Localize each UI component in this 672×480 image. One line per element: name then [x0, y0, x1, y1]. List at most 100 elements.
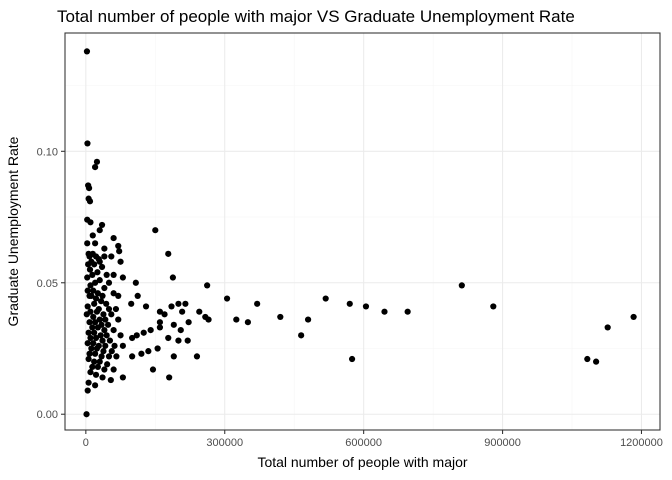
data-point — [170, 321, 177, 328]
data-point — [91, 300, 98, 307]
data-point — [115, 292, 122, 300]
data-point — [96, 258, 103, 265]
data-point — [96, 316, 103, 323]
data-point — [111, 342, 118, 349]
data-point — [128, 300, 135, 307]
data-point — [277, 313, 284, 321]
data-point — [84, 340, 91, 347]
data-point — [175, 300, 182, 307]
data-point — [110, 290, 117, 297]
data-point — [99, 337, 106, 344]
data-point — [182, 300, 189, 307]
data-point — [99, 292, 106, 300]
data-point — [83, 411, 90, 418]
x-axis-ticks: 0 300000 600000 900000 1200000 — [83, 430, 663, 449]
data-point — [87, 282, 94, 289]
data-point — [89, 271, 96, 278]
data-point — [107, 376, 114, 384]
x-tick-label: 600000 — [345, 437, 382, 449]
data-point — [117, 258, 124, 265]
data-point — [152, 227, 159, 234]
data-point — [145, 348, 152, 355]
data-point — [103, 300, 110, 307]
data-point — [147, 326, 154, 334]
data-point — [168, 303, 175, 310]
data-point — [179, 308, 186, 315]
data-point — [92, 334, 100, 342]
data-point — [604, 324, 611, 331]
data-point — [89, 324, 96, 331]
data-point — [101, 245, 108, 252]
data-point — [584, 355, 591, 363]
data-point — [91, 329, 98, 336]
data-point — [233, 316, 240, 323]
grid-lines — [65, 33, 660, 430]
chart-title: Total number of people with major VS Gra… — [57, 7, 575, 26]
data-point — [110, 366, 117, 373]
data-point — [93, 158, 101, 165]
data-point — [84, 140, 91, 147]
data-point — [117, 332, 124, 339]
data-point — [458, 282, 465, 289]
data-point — [165, 334, 172, 342]
data-point — [86, 198, 94, 205]
data-point — [102, 316, 109, 323]
data-point — [104, 361, 111, 368]
data-point — [90, 313, 97, 321]
data-point — [87, 334, 94, 342]
data-point — [92, 319, 99, 326]
data-point — [204, 282, 211, 289]
data-point — [98, 353, 105, 360]
data-point — [92, 240, 99, 247]
data-point — [166, 374, 173, 381]
data-point — [86, 350, 93, 357]
data-point — [86, 319, 93, 326]
data-point — [132, 279, 139, 286]
data-point — [101, 326, 108, 334]
data-point — [86, 253, 93, 260]
data-point — [129, 353, 136, 360]
data-point — [105, 279, 113, 286]
data-point — [140, 329, 147, 336]
y-tick-label: 0.05 — [37, 278, 58, 290]
data-point — [185, 319, 192, 326]
data-point — [103, 271, 110, 278]
data-point — [142, 303, 150, 310]
x-tick-label: 900000 — [484, 437, 521, 449]
data-point — [119, 374, 126, 381]
data-point — [170, 353, 177, 360]
data-point — [84, 287, 91, 294]
data-point — [177, 326, 184, 334]
y-axis-ticks: 0.00 0.05 0.10 — [37, 146, 65, 421]
data-point — [108, 311, 115, 318]
data-point — [108, 253, 115, 260]
data-point — [101, 284, 108, 292]
data-point — [593, 358, 600, 365]
data-point — [84, 274, 91, 281]
data-point — [101, 253, 108, 260]
data-point — [88, 292, 95, 300]
data-point — [254, 300, 261, 307]
data-point — [113, 353, 120, 360]
data-point — [84, 387, 91, 394]
data-point — [104, 321, 112, 328]
data-point — [175, 337, 182, 344]
data-point — [92, 382, 99, 389]
data-point — [96, 227, 103, 234]
data-point — [91, 358, 98, 365]
data-point — [89, 363, 96, 370]
data-point — [97, 332, 104, 339]
data-point — [115, 316, 122, 323]
data-point — [101, 366, 108, 373]
x-tick-label: 300000 — [206, 437, 243, 449]
data-point — [85, 379, 92, 386]
data-point — [154, 345, 161, 352]
y-tick-label: 0.00 — [37, 409, 58, 421]
data-point — [165, 250, 172, 257]
data-point — [96, 277, 103, 284]
data-point — [96, 358, 103, 365]
x-tick-label: 1200000 — [620, 437, 663, 449]
data-point — [98, 221, 106, 229]
data-point — [119, 342, 126, 349]
data-point — [100, 348, 107, 355]
